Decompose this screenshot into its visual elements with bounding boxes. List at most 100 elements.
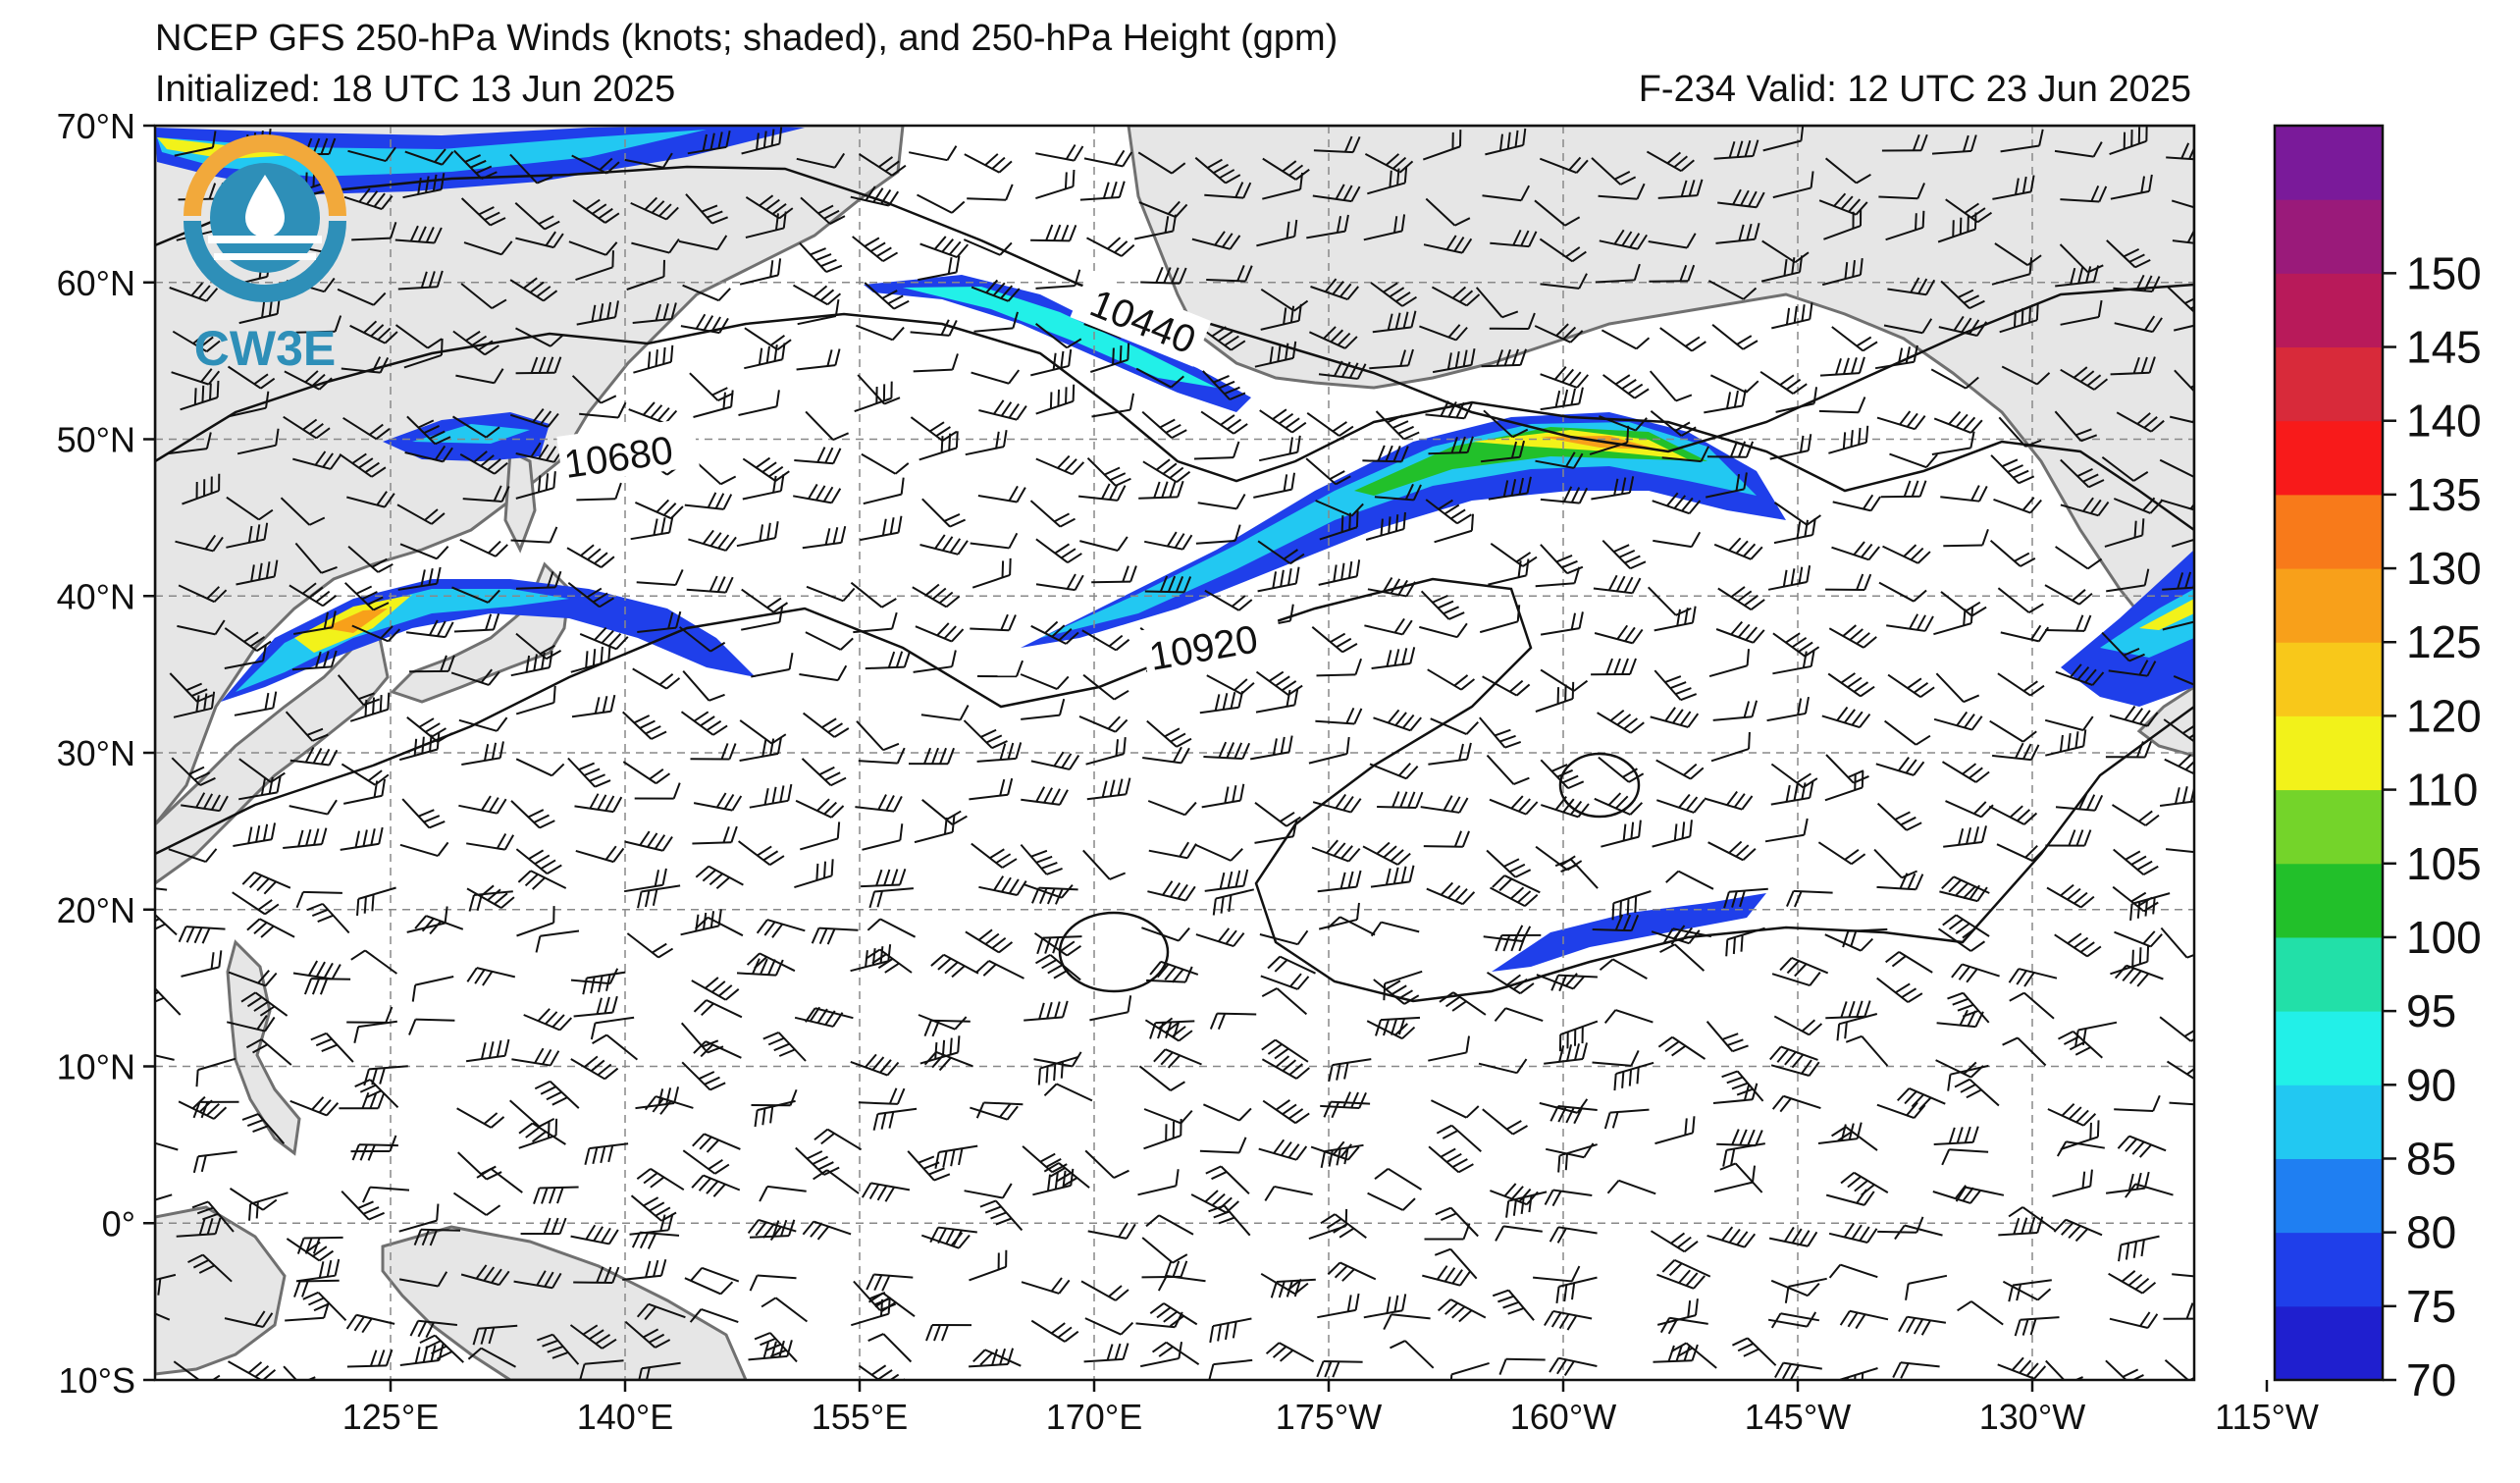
wind-barb <box>799 664 848 682</box>
wind-barb <box>510 651 553 677</box>
wind-barb <box>2009 991 2055 1020</box>
wind-barb <box>1876 410 1926 431</box>
wind-barb <box>1373 979 1420 1005</box>
wind-barb <box>1540 486 1589 504</box>
wind-barb <box>509 153 553 185</box>
wind-barb <box>971 369 1021 385</box>
wind-barb <box>634 782 681 800</box>
wind-barb <box>1595 263 1641 284</box>
wind-barb <box>737 840 785 867</box>
wind-barb <box>1432 348 1476 374</box>
wind-barb <box>228 1360 277 1380</box>
colorbar-label: 70 <box>2406 1354 2456 1405</box>
wind-barb <box>345 1313 395 1334</box>
wind-barb <box>571 375 617 404</box>
wind-barb <box>226 522 269 549</box>
colorbar-label: 80 <box>2406 1207 2456 1258</box>
wind-barb <box>1775 387 1818 413</box>
wind-barb <box>1030 751 1080 770</box>
wind-barb <box>1540 366 1590 389</box>
wind-barb <box>342 416 391 441</box>
wind-barb <box>573 995 618 1018</box>
colorbar-segment <box>2275 715 2383 791</box>
wind-barb <box>2110 944 2150 976</box>
wind-barb <box>1540 544 1584 575</box>
wind-barb <box>2169 407 2194 427</box>
wind-barb <box>232 891 280 916</box>
colorbar-label: 145 <box>2406 322 2482 373</box>
wind-barb <box>691 1174 741 1197</box>
wind-barb <box>1768 1226 1818 1247</box>
wind-barb <box>971 842 1018 869</box>
wind-barb <box>1540 796 1590 819</box>
wind-barb <box>1769 1045 1818 1069</box>
wind-barb <box>1882 544 1931 564</box>
wind-barb <box>1653 1344 1699 1363</box>
wind-barb <box>1260 303 1302 331</box>
wind-barb <box>534 1080 580 1109</box>
wind-barb <box>1840 1171 1889 1196</box>
wind-barb <box>1708 649 1751 678</box>
wind-barb <box>2110 356 2156 376</box>
wind-barb <box>860 515 903 542</box>
wind-barb <box>856 324 905 342</box>
wind-barb <box>1665 870 1714 890</box>
wind-barb <box>1650 410 1697 437</box>
wind-barb <box>1713 537 1763 560</box>
wind-barb <box>800 196 846 225</box>
wind-barb <box>515 471 556 500</box>
wind-barb <box>1255 688 1299 714</box>
wind-barb <box>1036 935 1082 955</box>
wind-barb <box>1486 754 1530 786</box>
wind-barb <box>1480 440 1525 463</box>
wind-barb <box>518 1118 558 1149</box>
wind-barb <box>1602 374 1650 399</box>
wind-barb <box>745 194 794 220</box>
wind-barb <box>795 1146 840 1176</box>
wind-barb <box>801 758 847 787</box>
wind-barb <box>1270 1278 1316 1298</box>
wind-barb <box>283 415 331 440</box>
wind-barb <box>1262 172 1304 200</box>
wind-barb <box>399 841 449 857</box>
wind-barb <box>2172 1273 2194 1279</box>
wind-barb <box>1024 1000 1069 1022</box>
wind-barb <box>510 526 558 544</box>
wind-barb <box>181 950 223 978</box>
wind-barb <box>572 198 620 224</box>
wind-barb <box>1087 1222 1136 1240</box>
wind-barb <box>1766 696 1810 722</box>
wind-barb <box>2113 848 2159 876</box>
wind-barb <box>1535 451 1584 469</box>
wind-barb <box>452 330 499 356</box>
wind-barb <box>175 534 224 553</box>
wind-barb <box>1957 1300 2004 1326</box>
wind-barb <box>291 650 338 671</box>
wind-barb <box>1713 139 1759 160</box>
wind-barb <box>533 1186 579 1204</box>
wind-barb <box>1267 955 1316 975</box>
lat-label: 50°N <box>57 420 135 460</box>
lon-label: 160°W <box>1510 1397 1616 1437</box>
wind-barb <box>177 619 226 636</box>
colorbar-label: 130 <box>2406 543 2482 594</box>
wind-barb <box>2106 239 2151 269</box>
wind-barb <box>2047 1102 2097 1127</box>
wind-barb <box>394 324 443 349</box>
wind-barb <box>1603 1009 1654 1024</box>
wind-barb <box>195 1057 236 1087</box>
wind-barb <box>921 498 967 528</box>
wind-barb <box>1367 1192 1416 1211</box>
map-content <box>155 126 2194 1380</box>
wind-barb <box>1719 1162 1763 1193</box>
wind-barb <box>173 691 216 718</box>
wind-barb <box>1770 1059 1820 1077</box>
wind-barb <box>637 1361 681 1380</box>
wind-barb <box>1375 410 1420 441</box>
wind-barb <box>1873 848 1918 879</box>
wind-barb <box>2166 142 2194 161</box>
wind-barb <box>238 775 282 801</box>
wind-barb <box>339 1091 386 1110</box>
wind-barb <box>310 1032 354 1063</box>
wind-barb <box>913 650 957 673</box>
